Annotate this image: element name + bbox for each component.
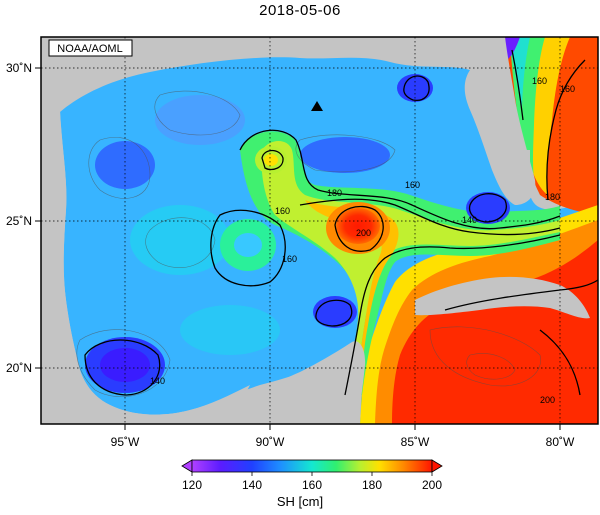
minor-contours <box>76 90 541 397</box>
contour-140-keys <box>468 193 507 223</box>
cold-patch-central <box>300 137 390 173</box>
atlantic-purple <box>505 37 520 60</box>
contour-140-ne <box>403 75 430 101</box>
lon-tick-label: 80˚W <box>546 435 575 449</box>
contour-160-loop <box>239 129 561 230</box>
loop-current-yellow <box>261 141 560 395</box>
contour-label: 140 <box>150 376 165 386</box>
land-bahamas <box>520 150 530 162</box>
colorbar-tick-label: 140 <box>242 478 262 492</box>
colorbar-tick-label: 120 <box>182 478 202 492</box>
lat-tick-label: 20˚N <box>6 361 32 375</box>
cyan-zone-south <box>180 305 280 355</box>
green-eddy-core <box>234 233 262 257</box>
land-florida <box>464 37 536 205</box>
contour-160-atlantic <box>511 49 524 121</box>
cyan-zone-west <box>130 205 230 275</box>
map-field: 160 180 160 140 200 160 160 140 200 160 … <box>41 37 598 424</box>
contour-200-carib <box>444 279 598 311</box>
colorbar-min-arrow <box>181 459 193 473</box>
contour-200-eddy <box>334 205 384 252</box>
land-mexico-west <box>41 110 250 424</box>
contour-label: 160 <box>282 254 297 264</box>
lon-tick-label: 95˚W <box>111 435 140 449</box>
station-marker <box>311 101 323 111</box>
contour-label-layer: 160 180 160 140 200 160 160 140 200 160 … <box>150 76 575 405</box>
lon-tick-label: 90˚W <box>256 435 285 449</box>
cold-eddy-keys <box>466 192 510 224</box>
colorbar-tick-label: 200 <box>422 478 442 492</box>
colorbar-ramp <box>191 459 433 473</box>
contour-140-campeche <box>315 299 353 327</box>
contour-label: 160 <box>275 206 290 216</box>
contour-loop-south <box>344 234 561 396</box>
axis-labels: 95˚W 90˚W 85˚W 80˚W 30˚N 25˚N 20˚N <box>6 61 575 449</box>
contour-label: 160 <box>532 76 547 86</box>
yellow-eddy-core <box>264 154 278 166</box>
contour-label: 160 <box>560 84 575 94</box>
land-north-coast <box>41 37 470 120</box>
contour-label: 180 <box>545 192 560 202</box>
land-yucatan <box>230 341 366 424</box>
loop-current-green <box>240 131 560 396</box>
warm-eddy-core <box>336 208 380 244</box>
contour-160-eddy <box>261 149 284 171</box>
contour-200-carib2 <box>539 329 581 396</box>
contour-label: 180 <box>327 188 342 198</box>
lat-tick-label: 30˚N <box>6 61 32 75</box>
graticule <box>41 37 598 424</box>
colorbar: 120 140 160 180 200 <box>181 459 443 492</box>
source-label: NOAA/AOML <box>57 43 122 55</box>
loop-current-orange <box>305 200 399 395</box>
colorbar-tick-label: 160 <box>302 478 322 492</box>
cold-patch-north <box>155 95 245 145</box>
major-contours <box>84 49 598 396</box>
contour-180-loop <box>299 198 561 236</box>
contour-label: 200 <box>356 228 371 238</box>
axis-ticks <box>35 67 561 430</box>
contour-label: 140 <box>462 215 477 225</box>
source-label-box <box>48 39 133 57</box>
map-title: 2018-05-06 <box>259 2 341 19</box>
contour-140-sw <box>84 339 161 396</box>
colorbar-label: SH [cm] <box>276 494 324 509</box>
colorbar-max-arrow <box>431 459 443 473</box>
contour-label: 160 <box>405 180 420 190</box>
map-frame <box>40 36 599 425</box>
colorbar-tick-label: 180 <box>362 478 382 492</box>
contour-label: 200 <box>540 395 555 405</box>
lat-tick-label: 25˚N <box>6 214 32 228</box>
lon-tick-label: 85˚W <box>401 435 430 449</box>
contour-yellow-east <box>546 59 586 201</box>
